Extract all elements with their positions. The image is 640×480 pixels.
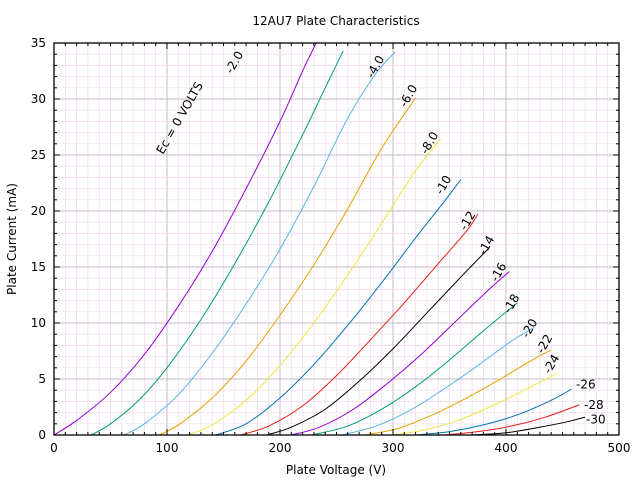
curve-label: Ec = 0 VOLTS (153, 80, 205, 157)
y-tick-label: 25 (31, 148, 46, 162)
curve-label: -22 (533, 332, 555, 356)
axis-ticks (53, 42, 620, 436)
y-axis-label: Plate Current (mA) (5, 183, 19, 295)
curve-label: -14 (475, 233, 497, 257)
series-line (266, 247, 490, 436)
curve-label: -2.0 (222, 49, 246, 76)
x-tick-label: 300 (382, 441, 405, 455)
series-line (240, 214, 479, 436)
curve-label: -26 (576, 378, 596, 392)
curve-label: -30 (586, 412, 606, 426)
series-line (123, 51, 396, 436)
x-tick-label: 400 (495, 441, 518, 455)
x-axis-label: Plate Voltage (V) (286, 463, 386, 477)
series-line (91, 50, 344, 436)
curve-label: -4.0 (363, 53, 387, 80)
series-line (415, 388, 572, 436)
y-tick-label: 5 (38, 372, 46, 386)
curve-label: -20 (518, 316, 540, 340)
series-line (311, 302, 518, 436)
x-tick-label: 0 (50, 441, 58, 455)
y-tick-label: 0 (38, 428, 46, 442)
curves (53, 42, 586, 436)
series-line (443, 404, 580, 436)
chart-title: 12AU7 Plate Characteristics (252, 14, 419, 28)
y-tick-label: 35 (31, 36, 46, 50)
y-tick-labels: 0 5 10 15 20 25 30 35 (31, 36, 46, 442)
curve-labels: Ec = 0 VOLTS-2.0 -4.0-6.0-8.0-10-12-14-16… (153, 49, 605, 427)
series-line (187, 139, 441, 436)
x-tick-label: 500 (608, 441, 631, 455)
series-line (392, 372, 558, 436)
y-tick-label: 10 (31, 316, 46, 330)
curve-label: -28 (584, 398, 604, 412)
series-line (291, 271, 510, 436)
y-tick-label: 15 (31, 260, 46, 274)
series-line (342, 327, 535, 436)
curve-label: -12 (456, 209, 478, 233)
series-line (215, 179, 462, 436)
series-line (158, 97, 417, 436)
y-tick-label: 20 (31, 204, 46, 218)
x-tick-label: 200 (269, 441, 292, 455)
y-tick-label: 30 (31, 92, 46, 106)
curve-label: -6.0 (396, 82, 420, 109)
series-line (364, 349, 552, 436)
x-tick-labels: 0 100 200 300 400 500 (50, 441, 630, 455)
x-tick-label: 100 (156, 441, 179, 455)
series-line (53, 42, 317, 436)
